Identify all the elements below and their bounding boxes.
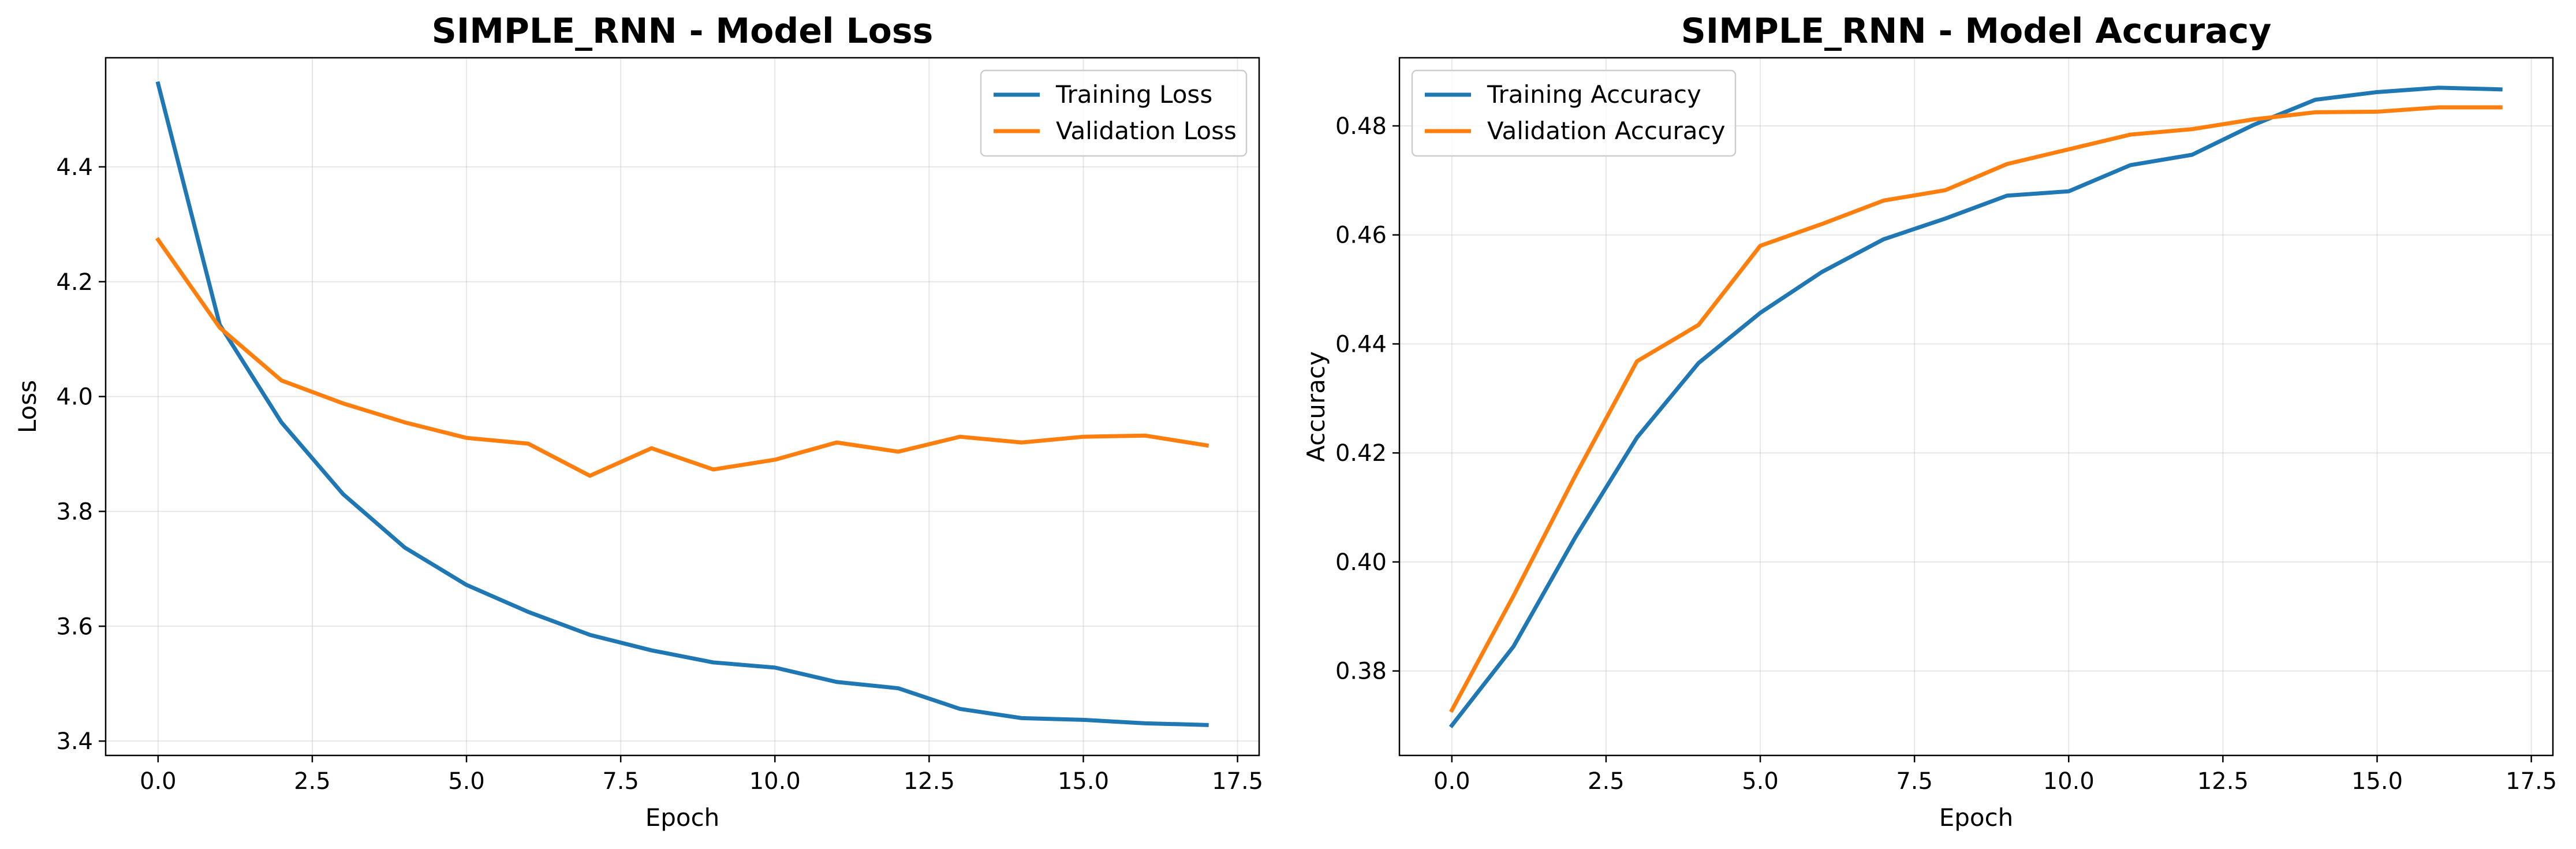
- x-tick-label: 15.0: [1058, 768, 1109, 795]
- x-tick-label: 2.5: [1588, 768, 1625, 795]
- x-tick-label: 12.5: [2197, 768, 2249, 795]
- plot-frame: [1398, 57, 2554, 757]
- y-tick-label: 0.48: [1335, 113, 1387, 140]
- x-tick-label: 17.5: [2506, 768, 2557, 795]
- y-axis-label: Accuracy: [1302, 351, 1330, 462]
- legend-label: Training Loss: [1055, 80, 1212, 109]
- chart-title: SIMPLE_RNN - Model Accuracy: [1681, 11, 2272, 51]
- x-tick-label: 12.5: [904, 768, 955, 795]
- x-tick-label: 17.5: [1212, 768, 1263, 795]
- x-axis-label: Epoch: [1939, 803, 2014, 832]
- training-loss-line: [155, 81, 1209, 727]
- y-tick-label: 4.4: [56, 154, 93, 181]
- y-tick-label: 0.46: [1335, 222, 1387, 249]
- x-tick-label: 0.0: [140, 768, 177, 795]
- x-tick-label: 15.0: [2351, 768, 2403, 795]
- x-tick-label: 2.5: [294, 768, 331, 795]
- y-tick-label: 4.0: [56, 384, 93, 411]
- legend-box: [1411, 69, 1737, 157]
- x-tick-label: 5.0: [1742, 768, 1779, 795]
- plot-frame: [104, 57, 1260, 757]
- validation-loss-line: [155, 237, 1209, 478]
- chart-title: SIMPLE_RNN - Model Loss: [432, 11, 934, 51]
- y-axis-label: Loss: [13, 380, 42, 433]
- y-tick-label: 0.42: [1335, 440, 1387, 467]
- legend-label: Training Accuracy: [1487, 80, 1701, 109]
- validation-accuracy-line: [1449, 105, 2503, 713]
- legend-label: Validation Accuracy: [1487, 117, 1726, 145]
- x-tick-label: 10.0: [749, 768, 801, 795]
- y-tick-label: 0.40: [1335, 549, 1387, 576]
- legend-box: [980, 69, 1248, 157]
- y-tick-label: 3.6: [56, 613, 93, 640]
- y-tick-label: 0.38: [1335, 658, 1387, 685]
- y-tick-label: 3.4: [56, 728, 93, 755]
- chart-panel-1: 0.0 2.5 5.0 7.5 10.0 12.5 15.0 17.5 3.4 3.6 3.8 4.0…: [13, 11, 1263, 832]
- legend: Training Accuracy Validation Accuracy: [1411, 69, 1737, 157]
- chart-panel-2: 0.0 2.5 5.0 7.5 10.0 12.5 15.0 17.5 0.38 0.40 0.42…: [1302, 11, 2557, 832]
- y-tick-label: 0.44: [1335, 331, 1387, 358]
- x-tick-label: 10.0: [2043, 768, 2095, 795]
- legend-label: Validation Loss: [1056, 117, 1237, 145]
- x-tick-label: 5.0: [448, 768, 485, 795]
- legend: Training Loss Validation Loss: [980, 69, 1248, 157]
- y-tick-label: 3.8: [56, 498, 93, 525]
- x-tick-label: 7.5: [602, 768, 639, 795]
- training-accuracy-line: [1448, 85, 2503, 729]
- x-tick-label: 7.5: [1896, 768, 1933, 795]
- x-tick-label: 0.0: [1433, 768, 1470, 795]
- x-axis-label: Epoch: [645, 803, 720, 832]
- y-tick-label: 4.2: [56, 269, 93, 296]
